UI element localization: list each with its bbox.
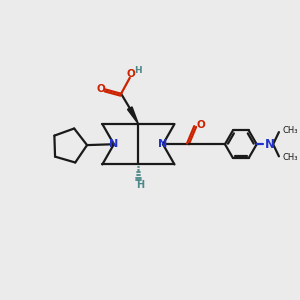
Text: CH₃: CH₃ [282, 127, 298, 136]
Text: CH₃: CH₃ [282, 153, 298, 162]
Polygon shape [128, 107, 138, 124]
Text: H: H [135, 66, 142, 75]
Text: N: N [264, 138, 274, 151]
Text: N: N [109, 139, 119, 149]
Text: O: O [196, 120, 205, 130]
Text: H: H [136, 180, 144, 190]
Text: O: O [97, 84, 105, 94]
Text: O: O [127, 69, 136, 80]
Text: N: N [158, 139, 168, 149]
